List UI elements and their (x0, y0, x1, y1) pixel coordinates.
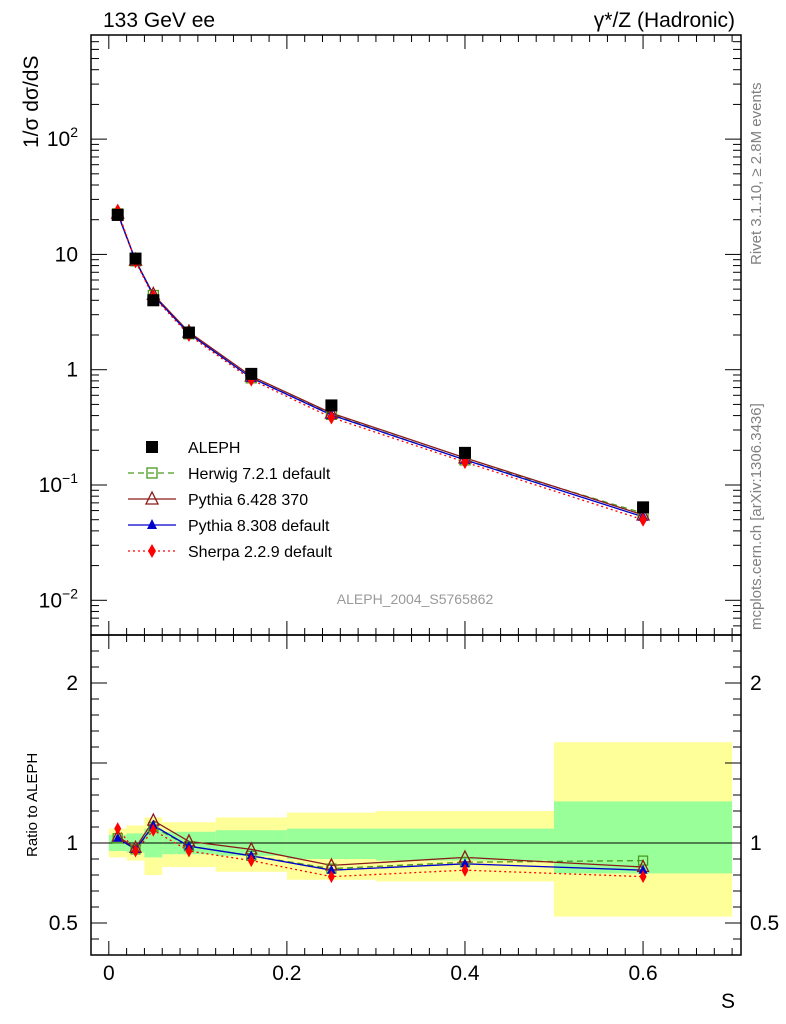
legend-marker-herwig (146, 467, 158, 479)
x-axis-title: S (721, 990, 735, 1013)
ratio-y-tick-label-left-1: 1 (66, 832, 78, 855)
legend-marker-pythia6 (144, 490, 160, 505)
ratio-point-sherpa-4 (247, 854, 255, 868)
main-point-aleph-1 (129, 252, 142, 265)
legend-marker-sherpa (148, 544, 156, 558)
ratio-point-sherpa-6 (461, 863, 469, 877)
main-y-tick-label-2: 1 (66, 359, 78, 382)
main-point-sherpa-5 (327, 410, 336, 425)
legend-label-herwig: Herwig 7.2.1 default (188, 466, 331, 483)
main-point-aleph-6 (458, 446, 471, 459)
ratio-point-sherpa-0 (114, 822, 122, 836)
main-y-tick-label-4: 102 (47, 124, 78, 151)
legend: ALEPH Herwig 7.2.1 default Pythia 6.428 37… (128, 440, 333, 561)
main-line-sherpa (117, 210, 644, 521)
ratio-point-sherpa-2 (149, 823, 157, 837)
ratio-band-inner-6 (375, 828, 555, 861)
analysis-id: ALEPH_2004_S5765862 (337, 591, 494, 607)
ratio-point-sherpa-3 (185, 844, 193, 858)
ratio-point-sherpa-7 (639, 870, 647, 884)
main-point-aleph-0 (111, 208, 124, 221)
main-y-tick-label-0: 10−2 (39, 585, 79, 612)
ratio-point-pythia8-0 (113, 832, 123, 842)
main-y-tick-label-3: 10 (55, 243, 78, 266)
ratio-band-inner-7 (554, 801, 733, 874)
ratio-y-tick-label-right-1: 1 (750, 832, 762, 855)
main-y-tick-label-1: 10−1 (39, 470, 79, 497)
legend-marker-aleph (146, 441, 158, 453)
ratio-y-tick-label-right-0: 0.5 (750, 912, 779, 935)
header-right: γ*/Z (Hadronic) (594, 9, 735, 32)
legend-label-aleph: ALEPH (188, 440, 240, 457)
ratio-point-sherpa-1 (132, 844, 140, 858)
mcplots-label: mcplots.cern.ch [arXiv:1306.3436] (748, 403, 765, 630)
main-point-aleph-4 (245, 367, 258, 380)
main-point-sherpa-7 (639, 512, 648, 527)
ratio-y-tick-label-left-2: 2 (66, 672, 78, 695)
rivet-label: Rivet 3.1.10, ≥ 2.8M events (748, 83, 765, 266)
ratio-point-pythia8-7 (638, 864, 648, 874)
main-point-aleph-3 (182, 326, 195, 339)
ratio-line-pythia6 (117, 819, 644, 868)
legend-label-pythia8: Pythia 8.308 default (188, 518, 330, 535)
header-left: 133 GeV ee (103, 9, 215, 32)
ratio-y-axis-title: Ratio to ALEPH (24, 753, 41, 857)
ratio-panel: 0 0.2 0.4 0.6 0.5 0.5 1 1 2 2 (49, 634, 779, 985)
main-y-axis-title: 1/σ dσ/dS (20, 56, 43, 148)
legend-label-sherpa: Sherpa 2.2.9 default (188, 544, 333, 561)
ratio-y-tick-label-left-0: 0.5 (49, 912, 78, 935)
x-tick-label-0: 0 (103, 962, 115, 985)
ratio-point-pythia8-5 (326, 864, 336, 874)
ratio-y-tick-label-right-2: 2 (750, 672, 762, 695)
legend-marker-pythia8 (147, 519, 157, 529)
x-tick-label-2: 0.4 (450, 962, 480, 985)
main-point-aleph-2 (147, 294, 160, 307)
legend-label-pythia6: Pythia 6.428 370 (188, 492, 308, 509)
ratio-point-pythia8-6 (460, 858, 470, 868)
ratio-point-sherpa-5 (327, 870, 335, 884)
ratio-band-inner-5 (286, 828, 376, 859)
main-panel: 10−2 10−1 1 10 102 (39, 34, 742, 636)
main-point-aleph-5 (325, 399, 338, 412)
x-tick-label-3: 0.6 (628, 962, 657, 985)
main-point-aleph-7 (637, 501, 650, 514)
x-tick-label-1: 0.2 (272, 962, 301, 985)
